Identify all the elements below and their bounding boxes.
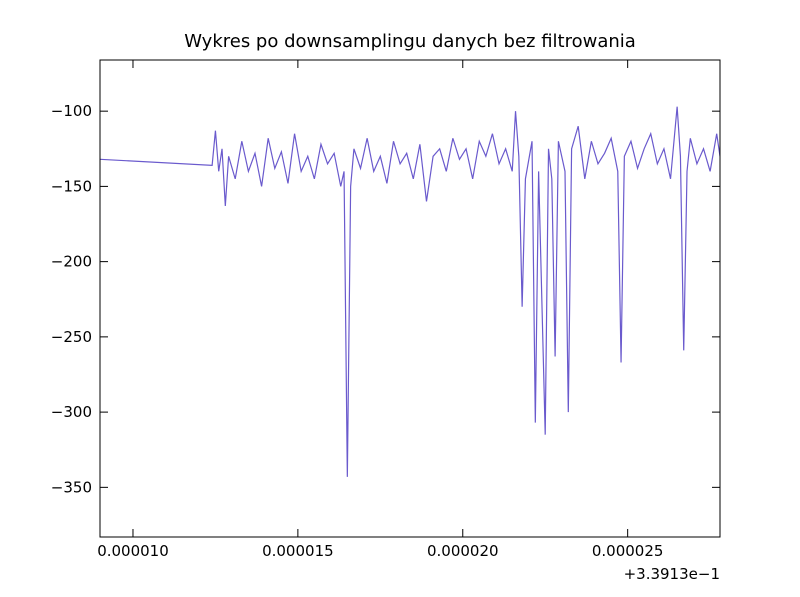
y-tick-label: −150 (51, 177, 92, 195)
y-tick-label: −100 (51, 102, 92, 120)
y-tick-label: −250 (51, 328, 92, 346)
x-tick-label: 0.000015 (262, 542, 334, 560)
x-tick-label: 0.000010 (97, 542, 169, 560)
plot-frame (99, 59, 721, 538)
data-line (100, 106, 720, 477)
y-tick-label: −300 (51, 403, 92, 421)
chart-title: Wykres po downsamplingu danych bez filtr… (184, 31, 636, 52)
x-tick-label: 0.000025 (592, 542, 664, 560)
y-tick-label: −350 (51, 478, 92, 496)
x-tick-label: 0.000020 (427, 542, 499, 560)
x-offset-label: +3.3913e−1 (624, 565, 720, 583)
y-tick-label: −200 (51, 253, 92, 271)
